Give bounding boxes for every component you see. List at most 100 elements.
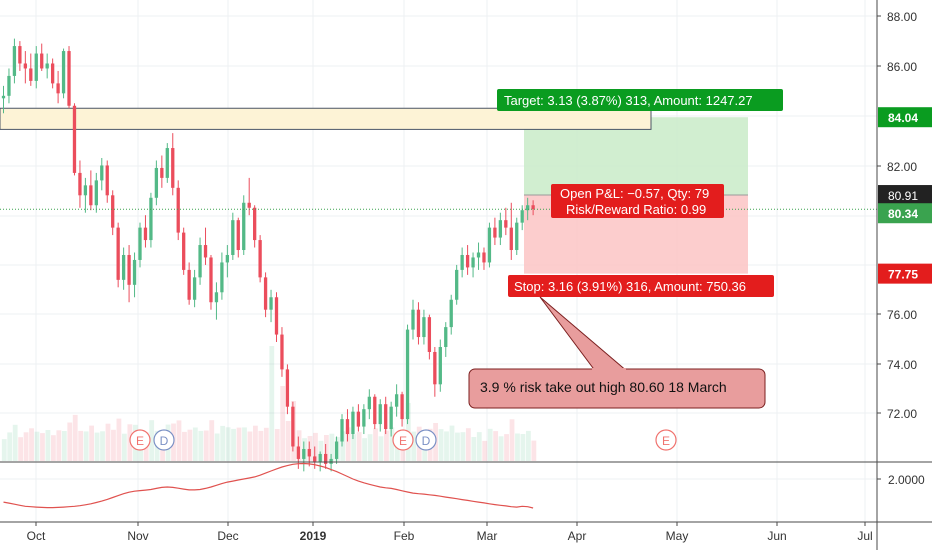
candle[interactable] xyxy=(362,409,366,427)
candle[interactable] xyxy=(138,227,142,260)
candle[interactable] xyxy=(100,165,104,181)
candle[interactable] xyxy=(182,232,186,270)
candle[interactable] xyxy=(367,396,371,410)
candle[interactable] xyxy=(242,202,246,251)
candle[interactable] xyxy=(313,456,317,462)
candle[interactable] xyxy=(89,185,93,206)
candle[interactable] xyxy=(132,259,137,285)
candle[interactable] xyxy=(225,254,230,263)
candle[interactable] xyxy=(116,227,120,280)
candle[interactable] xyxy=(78,172,82,196)
candle[interactable] xyxy=(307,448,311,457)
candle[interactable] xyxy=(149,197,153,241)
candle[interactable] xyxy=(72,105,77,173)
candle[interactable] xyxy=(121,254,126,280)
candle[interactable] xyxy=(449,299,453,328)
candle[interactable] xyxy=(209,257,213,303)
candle[interactable] xyxy=(323,453,328,464)
candle[interactable] xyxy=(94,180,98,206)
candle[interactable] xyxy=(318,453,322,462)
candle[interactable] xyxy=(515,222,519,251)
candle[interactable] xyxy=(487,227,492,263)
candle[interactable] xyxy=(29,68,33,81)
candle[interactable] xyxy=(389,406,393,430)
candle[interactable] xyxy=(176,187,180,233)
candle[interactable] xyxy=(45,63,49,69)
candle[interactable] xyxy=(334,441,339,459)
candle[interactable] xyxy=(171,148,175,188)
candle[interactable] xyxy=(460,254,464,270)
candle[interactable] xyxy=(531,205,535,210)
candle[interactable] xyxy=(7,75,11,96)
candle[interactable] xyxy=(231,220,235,255)
candle[interactable] xyxy=(236,220,240,251)
candle[interactable] xyxy=(465,254,470,268)
candle[interactable] xyxy=(498,220,503,238)
candle[interactable] xyxy=(280,334,284,370)
dividend-marker[interactable] xyxy=(153,429,175,451)
candle[interactable] xyxy=(253,207,257,241)
candle[interactable] xyxy=(258,240,262,278)
candle[interactable] xyxy=(67,51,71,106)
candle[interactable] xyxy=(274,297,279,335)
target-label-box[interactable] xyxy=(497,89,783,111)
dividend-marker[interactable] xyxy=(415,429,437,451)
candle[interactable] xyxy=(263,277,268,310)
candle[interactable] xyxy=(61,51,66,94)
candle[interactable] xyxy=(111,195,115,228)
candle[interactable] xyxy=(296,446,300,459)
candle[interactable] xyxy=(203,245,208,258)
candle[interactable] xyxy=(482,252,486,263)
resistance-zone[interactable] xyxy=(0,107,652,130)
candle[interactable] xyxy=(422,317,426,338)
candle[interactable] xyxy=(23,63,27,69)
candle[interactable] xyxy=(220,262,224,293)
candle[interactable] xyxy=(438,347,442,385)
candle[interactable] xyxy=(416,309,421,338)
candle[interactable] xyxy=(394,394,399,407)
candle[interactable] xyxy=(143,227,148,241)
candle[interactable] xyxy=(269,297,273,310)
candle[interactable] xyxy=(285,369,290,407)
stop-label-box[interactable] xyxy=(508,275,774,297)
earnings-marker[interactable] xyxy=(655,429,677,451)
candle[interactable] xyxy=(291,406,295,447)
candle[interactable] xyxy=(378,404,382,425)
candle[interactable] xyxy=(411,309,415,330)
earnings-marker[interactable] xyxy=(129,429,151,451)
pnl-label-box[interactable] xyxy=(551,184,724,218)
candle[interactable] xyxy=(83,185,88,196)
candle[interactable] xyxy=(50,63,55,84)
target-zone[interactable] xyxy=(524,117,748,196)
candle[interactable] xyxy=(192,277,197,300)
candle[interactable] xyxy=(198,245,202,278)
earnings-marker[interactable] xyxy=(392,429,414,451)
candle[interactable] xyxy=(373,396,377,425)
indicator-line[interactable] xyxy=(3,462,534,509)
candle[interactable] xyxy=(214,292,219,303)
candle[interactable] xyxy=(302,448,306,459)
candle[interactable] xyxy=(127,254,131,285)
candle[interactable] xyxy=(476,252,481,258)
candle[interactable] xyxy=(356,411,361,427)
candle[interactable] xyxy=(345,419,350,435)
candle[interactable] xyxy=(427,317,432,352)
candle[interactable] xyxy=(12,46,17,76)
candle[interactable] xyxy=(504,220,508,228)
candle[interactable] xyxy=(329,458,333,464)
candle[interactable] xyxy=(351,411,355,435)
candle[interactable] xyxy=(455,269,459,300)
candle[interactable] xyxy=(526,205,530,211)
candle[interactable] xyxy=(40,53,44,69)
candle[interactable] xyxy=(384,404,388,430)
candle[interactable] xyxy=(444,327,448,348)
candle[interactable] xyxy=(405,329,410,420)
candle[interactable] xyxy=(165,148,169,178)
candle[interactable] xyxy=(509,227,513,251)
candle[interactable] xyxy=(34,53,38,81)
candle[interactable] xyxy=(471,257,475,268)
candle[interactable] xyxy=(187,269,191,300)
candle[interactable] xyxy=(56,83,60,94)
candle[interactable] xyxy=(1,95,6,99)
